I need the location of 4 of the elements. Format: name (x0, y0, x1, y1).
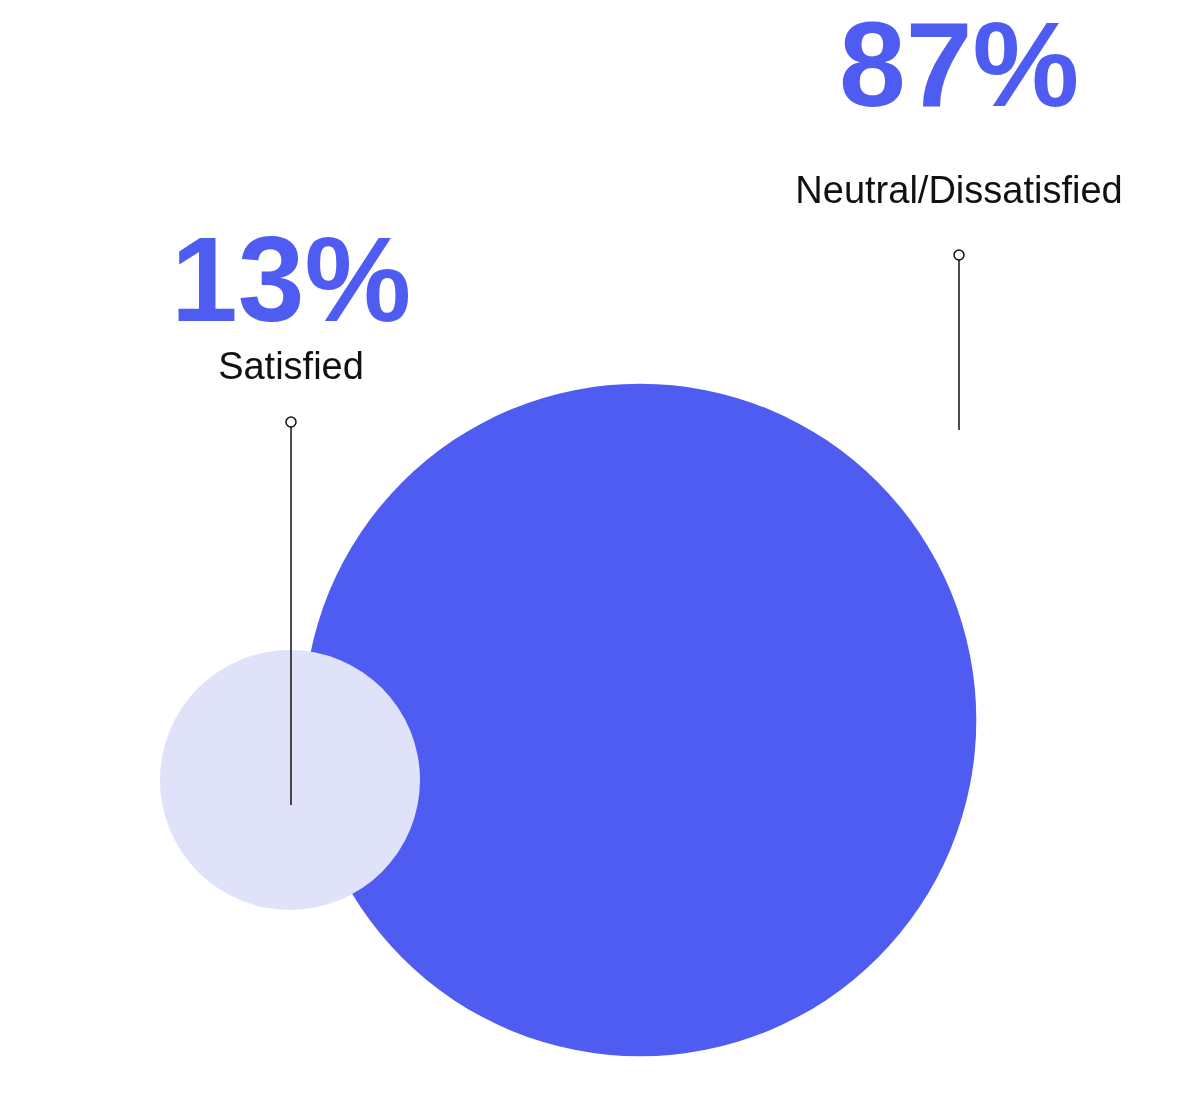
data-label: 87% (838, 0, 1080, 131)
data-label: 13% (170, 212, 412, 346)
category-label: Neutral/Dissatisfied (795, 169, 1123, 211)
category-label: Satisfied (218, 345, 364, 387)
